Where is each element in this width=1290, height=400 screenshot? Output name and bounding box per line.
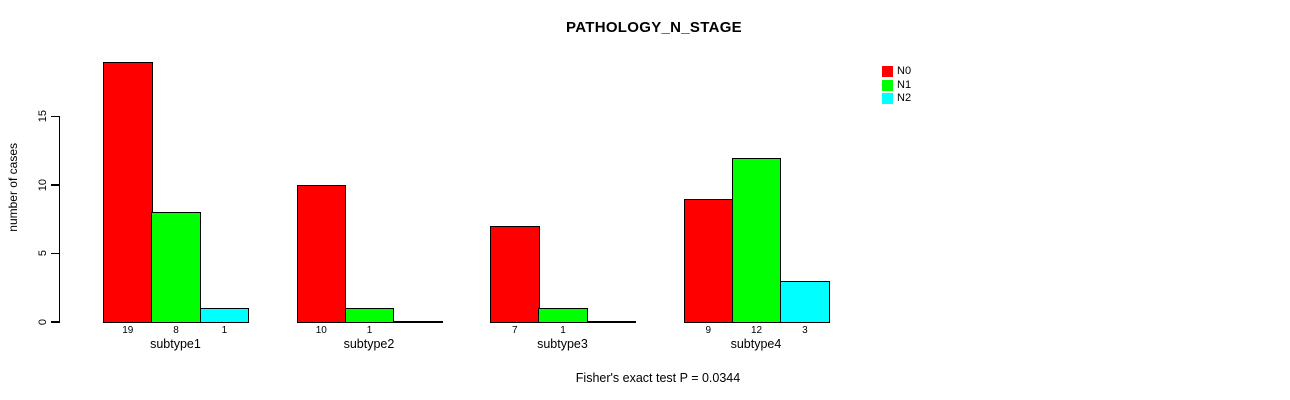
bar-subtype2-N1	[344, 308, 395, 323]
bar-value-label: 12	[750, 324, 763, 336]
y-axis-tick-label-box: 10	[36, 145, 50, 225]
bar-value-label: 3	[802, 324, 808, 336]
bar-subtype3-N1	[538, 308, 588, 323]
bar-subtype4-N2	[780, 280, 830, 323]
bar-subtype3-N0	[490, 226, 540, 323]
annotation-text: Fisher's exact test P = 0.0344	[575, 371, 741, 385]
bar-value-label: 1	[560, 324, 566, 336]
y-axis-title-box: number of cases	[3, 122, 23, 252]
legend: N0 N1 N2	[882, 66, 911, 104]
legend-row-N0: N0	[882, 66, 911, 77]
legend-swatch-N0	[882, 66, 893, 77]
y-axis-tick-label-box: 15	[36, 77, 50, 157]
legend-swatch-N2	[882, 93, 893, 104]
y-axis-tick-label-box: 5	[36, 214, 50, 294]
category-label-subtype3: subtype3	[537, 336, 588, 351]
legend-row-N1: N1	[882, 78, 912, 91]
legend-label-N1: N1	[897, 78, 912, 91]
category-label-subtype1: subtype1	[150, 336, 201, 351]
bar-value-label: 9	[705, 324, 712, 336]
bar-subtype2-N0	[296, 185, 346, 323]
bar-subtype4-N1	[731, 157, 782, 323]
legend-row-N2: N2	[882, 93, 911, 104]
bar-subtype1-N0	[103, 61, 153, 323]
y-axis-tick	[51, 321, 60, 323]
y-axis-line	[58, 116, 60, 323]
bar-subtype4-N0	[683, 198, 733, 323]
y-axis-tick	[51, 115, 60, 118]
bar-subtype1-N2	[199, 308, 250, 323]
legend-label-N0: N0	[897, 65, 912, 77]
category-label-subtype4: subtype4	[730, 336, 782, 351]
y-axis-tick-label: 0	[37, 318, 49, 326]
y-axis-tick-label-box: 0	[36, 282, 50, 362]
bar-value-label: 1	[366, 324, 373, 336]
category-label-subtype2: subtype2	[343, 336, 395, 351]
y-axis-tick	[51, 184, 60, 186]
bar-value-label: 10	[315, 324, 327, 336]
legend-label-N2: N2	[897, 92, 912, 104]
y-axis-tick-label: 10	[37, 178, 49, 192]
bar-value-label: 7	[511, 324, 518, 336]
legend-swatch-N1	[882, 79, 893, 91]
y-axis-tick-label: 5	[37, 250, 49, 257]
y-axis-tick-label: 15	[37, 110, 49, 123]
y-axis-tick	[51, 252, 60, 255]
bar-subtype1-N1	[151, 212, 201, 323]
bar-value-label: 8	[173, 324, 179, 336]
chart-title: PATHOLOGY_N_STAGE	[566, 19, 742, 36]
bar-value-label: 19	[122, 324, 134, 336]
bar-value-label: 1	[221, 324, 228, 336]
y-axis-title: number of cases	[6, 142, 20, 232]
